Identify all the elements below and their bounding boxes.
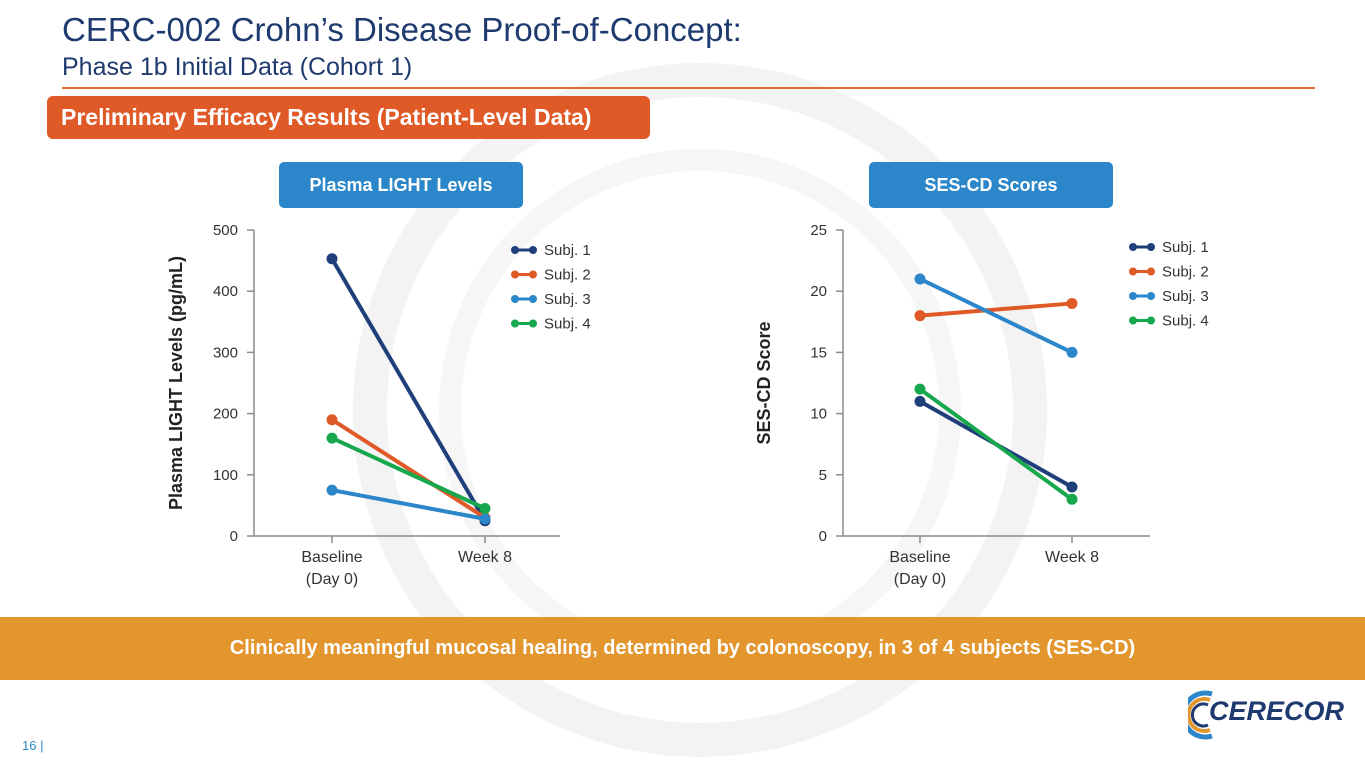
chart1-legend-label-subj3: Subj. 3 — [544, 291, 591, 308]
footer-banner: Clinically meaningful mucosal healing, d… — [0, 617, 1365, 680]
chart-title-light: Plasma LIGHT Levels — [279, 162, 523, 208]
chart2-y-tick-label: 25 — [810, 222, 827, 239]
chart1-legend-label-subj1: Subj. 1 — [544, 242, 591, 259]
chart1-point-subj3-baseline — [326, 484, 338, 496]
chart2-legend-marker-subj1 — [1147, 243, 1155, 251]
chart1-legend-marker-subj1 — [529, 246, 537, 254]
page-subtitle: Phase 1b Initial Data (Cohort 1) — [62, 53, 413, 81]
chart2-series-line-subj4 — [918, 387, 1074, 501]
title-divider — [62, 87, 1315, 89]
chart2-legend-marker-subj3 — [1129, 292, 1137, 300]
chart1-point-subj4-baseline — [326, 432, 338, 444]
chart2-legend-label-subj3: Subj. 3 — [1162, 288, 1209, 305]
chart1-legend-label-subj4: Subj. 4 — [544, 316, 591, 333]
chart2-y-tick-label: 20 — [810, 283, 827, 300]
chart1-x-tick-label: Week 8 — [458, 549, 512, 566]
section-banner: Preliminary Efficacy Results (Patient-Le… — [47, 96, 650, 139]
chart1-point-subj4-week8 — [479, 502, 491, 514]
chart1-y-tick-label: 500 — [213, 222, 238, 239]
chart1-series-line-subj1 — [330, 257, 487, 522]
chart2-y-tick-label: 5 — [819, 467, 827, 484]
chart1-series-line-subj4 — [331, 436, 486, 511]
chart2-x-tick-label: (Day 0) — [894, 571, 946, 588]
chart2-series-line-subj3 — [919, 277, 1073, 355]
chart1-legend-marker-subj2 — [511, 270, 519, 279]
chart1-point-subj1-baseline — [326, 253, 338, 265]
chart1-legend-label-subj2: Subj. 2 — [544, 267, 591, 284]
chart1-legend-marker-subj2 — [529, 270, 537, 279]
chart1-y-tick-label: 100 — [213, 467, 238, 484]
chart2-y-tick-label: 15 — [810, 344, 827, 361]
chart-title-sescd: SES-CD Scores — [869, 162, 1113, 208]
chart2-legend-marker-subj2 — [1147, 267, 1155, 276]
chart1-y-tick-label: 0 — [230, 528, 238, 545]
chart2-legend-marker-subj1 — [1129, 243, 1137, 251]
page-title: CERC-002 Crohn’s Disease Proof-of-Concep… — [62, 11, 742, 48]
chart1-legend-marker-subj3 — [511, 295, 519, 303]
chart1-point-subj2-baseline — [326, 414, 338, 426]
chart2-legend-label-subj4: Subj. 4 — [1162, 313, 1209, 330]
chart2-y-tick-label: 10 — [810, 406, 827, 423]
chart2-x-tick-label: Week 8 — [1045, 549, 1099, 566]
chart2-point-subj1-baseline — [914, 395, 926, 407]
chart1-legend-marker-subj4 — [529, 319, 537, 328]
chart1-legend-marker-subj1 — [511, 246, 519, 254]
chart2-series-line-subj2 — [919, 301, 1073, 318]
chart2-legend-marker-subj2 — [1129, 267, 1137, 276]
chart2-legend-marker-subj4 — [1129, 316, 1137, 325]
chart2-point-subj3-week8 — [1066, 346, 1078, 358]
chart2-point-subj2-baseline — [914, 310, 926, 322]
chart1-x-tick-label: (Day 0) — [306, 571, 358, 588]
chart2-legend-label-subj1: Subj. 1 — [1162, 239, 1209, 256]
cerecor-logo-icon — [1188, 690, 1213, 740]
chart1-series-line-subj3 — [331, 488, 486, 521]
chart2-point-subj3-baseline — [914, 273, 926, 285]
chart2-legend-marker-subj3 — [1147, 292, 1155, 300]
chart1-y-tick-label: 200 — [213, 406, 238, 423]
chart1-legend-marker-subj3 — [529, 295, 537, 303]
chart2-legend-marker-subj4 — [1147, 316, 1155, 325]
chart1-point-subj3-week8 — [479, 513, 491, 525]
chart1-y-tick-label: 400 — [213, 283, 238, 300]
chart1-series-line-subj2 — [330, 418, 487, 520]
chart1-y-tick-label: 300 — [213, 344, 238, 361]
chart1-y-axis-label: Plasma LIGHT Levels (pg/mL) — [166, 256, 186, 510]
chart2-point-subj1-week8 — [1066, 481, 1078, 493]
chart2-legend-label-subj2: Subj. 2 — [1162, 264, 1209, 281]
chart2-y-axis-label: SES-CD Score — [754, 321, 774, 444]
logo-text: CERECOR — [1209, 696, 1345, 726]
chart2-point-subj4-baseline — [914, 383, 926, 395]
chart1-x-tick-label: Baseline — [301, 549, 362, 566]
chart2-point-subj2-week8 — [1066, 297, 1078, 309]
chart2-y-tick-label: 0 — [819, 528, 827, 545]
chart1-legend-marker-subj4 — [511, 319, 519, 328]
chart2-x-tick-label: Baseline — [889, 549, 950, 566]
page-number: 16 | — [22, 738, 44, 753]
chart2-point-subj4-week8 — [1066, 493, 1078, 505]
